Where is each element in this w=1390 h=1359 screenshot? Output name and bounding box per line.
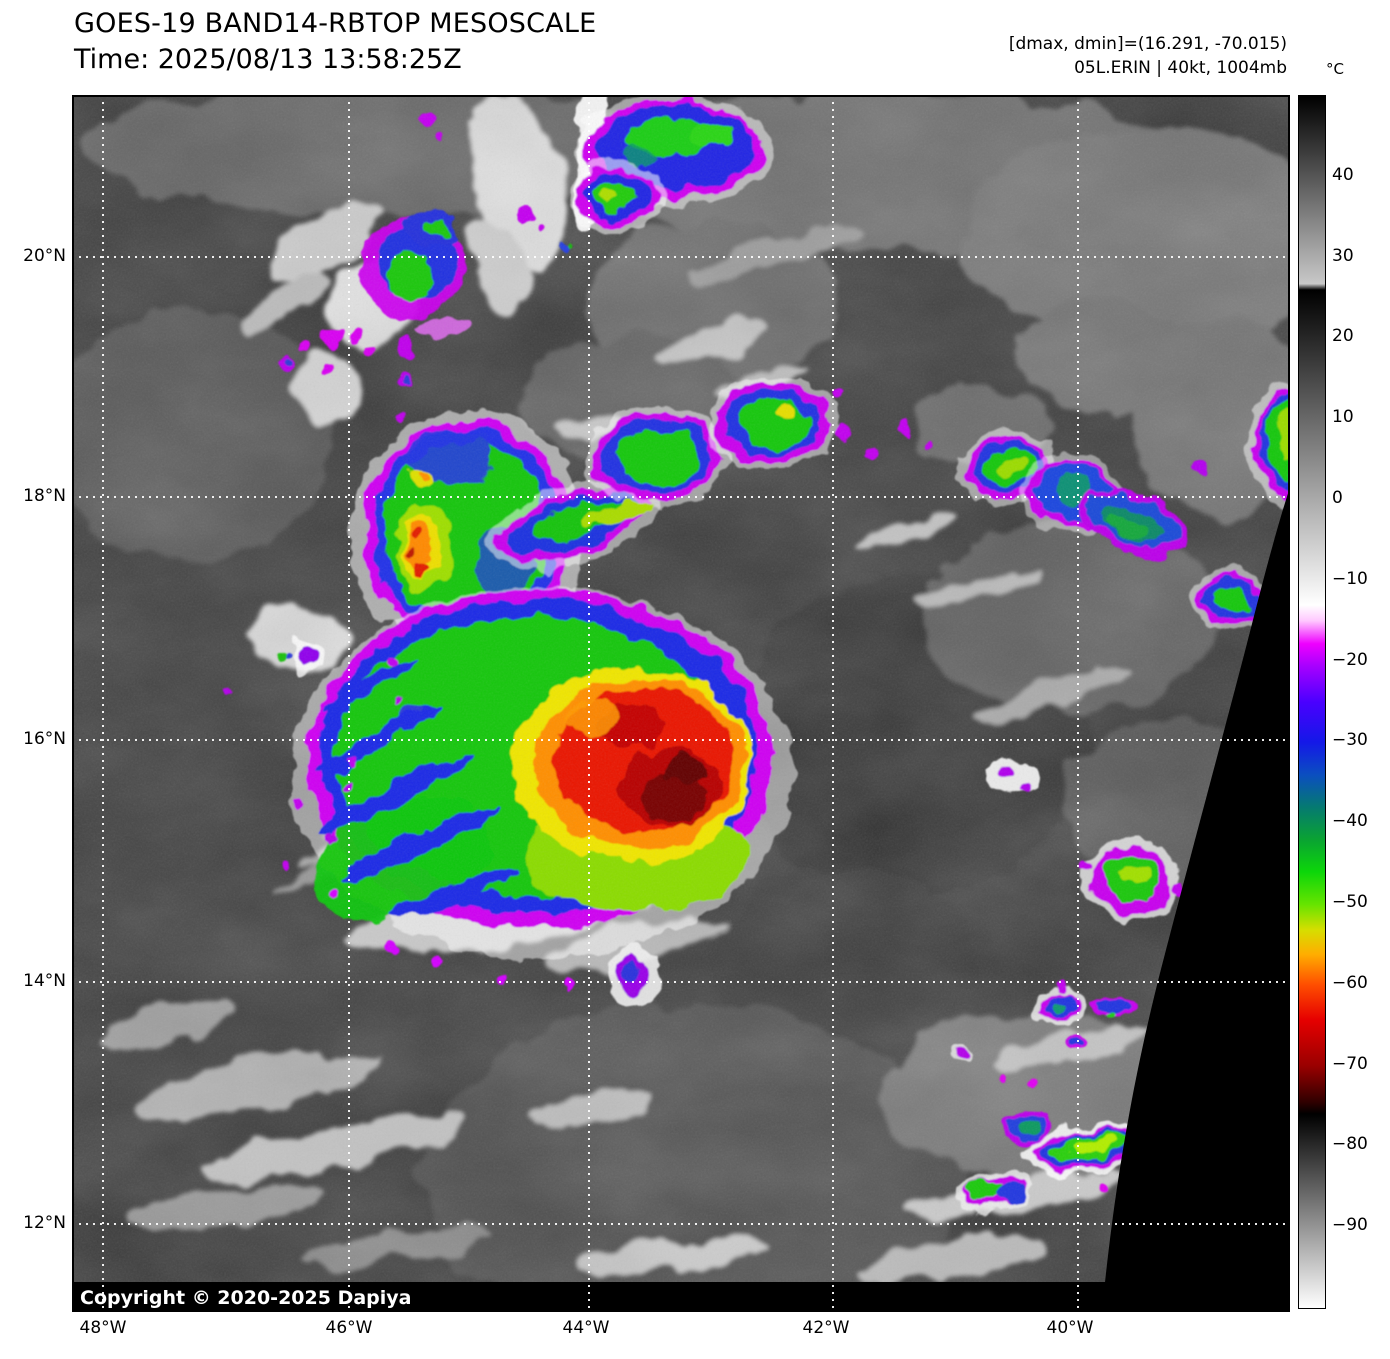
colorbar-tick-label: −30 [1332,730,1368,750]
colorbar-tick-label: −50 [1332,892,1368,912]
lon-label-44w: 44°W [562,1318,610,1338]
colorbar-tick-label: 0 [1332,488,1343,508]
page-title: GOES-19 BAND14-RBTOP MESOSCALE [74,8,597,39]
colorbar-tick-label: −20 [1332,650,1368,670]
copyright-text: Copyright © 2020-2025 Dapiya [80,1287,412,1309]
map-frame [72,95,1290,1312]
colorbar [1298,95,1326,1309]
lon-label-46w: 46°W [325,1318,373,1338]
lat-label-20n: 20°N [23,246,66,266]
colorbar-tick-label: −90 [1332,1215,1368,1235]
lat-label-18n: 18°N [23,486,66,506]
colorbar-unit-label: °C [1326,60,1344,78]
colorbar-tick-label: −10 [1332,569,1368,589]
timestamp: Time: 2025/08/13 13:58:25Z [74,44,462,75]
satellite-scene [72,95,1290,1312]
earth-limb-space [1102,487,1290,1312]
colorbar-tick-label: 40 [1332,165,1354,185]
storm-readout: 05L.ERIN | 40kt, 1004mb [1074,58,1287,78]
colorbar-tick-label: −60 [1332,973,1368,993]
colorbar-tick-label: 30 [1332,246,1354,266]
graticule [72,95,1290,1312]
dmax-dmin-readout: [dmax, dmin]=(16.291, -70.015) [1008,34,1287,54]
lon-label-48w: 48°W [79,1318,127,1338]
colorbar-tick-label: −70 [1332,1054,1368,1074]
sensor-noise-texture [72,95,1290,1312]
copyright-bar [72,1282,1290,1312]
colorbar-tick-label: 10 [1332,407,1354,427]
colorbar-tick-label: −80 [1332,1134,1368,1154]
lon-label-42w: 42°W [802,1318,850,1338]
lon-label-40w: 40°W [1046,1318,1094,1338]
lat-label-14n: 14°N [23,971,66,991]
colorbar-tick-label: −40 [1332,811,1368,831]
lat-label-16n: 16°N [23,729,66,749]
colorbar-tick-label: 20 [1332,326,1354,346]
lat-label-12n: 12°N [23,1213,66,1233]
